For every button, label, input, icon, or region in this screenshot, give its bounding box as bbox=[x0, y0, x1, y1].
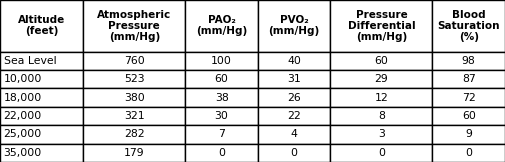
Bar bbox=[185, 52, 258, 70]
Bar bbox=[185, 144, 258, 162]
Bar bbox=[258, 107, 330, 125]
Bar bbox=[185, 125, 258, 144]
Text: 0: 0 bbox=[291, 148, 297, 158]
Text: 35,000: 35,000 bbox=[4, 148, 42, 158]
Text: 60: 60 bbox=[215, 74, 229, 84]
Text: 0: 0 bbox=[378, 148, 385, 158]
Bar bbox=[258, 144, 330, 162]
Bar bbox=[432, 125, 505, 144]
Text: 4: 4 bbox=[291, 129, 297, 139]
Bar bbox=[83, 144, 185, 162]
Bar bbox=[0, 125, 83, 144]
Bar bbox=[432, 107, 505, 125]
Bar bbox=[432, 0, 505, 52]
Text: PVO₂
(mm/Hg): PVO₂ (mm/Hg) bbox=[269, 15, 320, 36]
Bar bbox=[330, 52, 432, 70]
Text: PAO₂
(mm/Hg): PAO₂ (mm/Hg) bbox=[196, 15, 247, 36]
Text: 60: 60 bbox=[375, 56, 388, 66]
Bar bbox=[83, 125, 185, 144]
Text: 3: 3 bbox=[378, 129, 385, 139]
Bar bbox=[432, 88, 505, 107]
Text: 12: 12 bbox=[375, 93, 388, 103]
Text: 100: 100 bbox=[211, 56, 232, 66]
Text: 282: 282 bbox=[124, 129, 144, 139]
Text: 7: 7 bbox=[218, 129, 225, 139]
Text: 523: 523 bbox=[124, 74, 144, 84]
Text: 72: 72 bbox=[462, 93, 476, 103]
Bar bbox=[0, 144, 83, 162]
Bar bbox=[432, 70, 505, 88]
Bar bbox=[185, 0, 258, 52]
Text: 18,000: 18,000 bbox=[4, 93, 42, 103]
Text: 60: 60 bbox=[462, 111, 476, 121]
Bar bbox=[432, 52, 505, 70]
Text: 9: 9 bbox=[465, 129, 472, 139]
Bar bbox=[185, 107, 258, 125]
Bar bbox=[330, 70, 432, 88]
Text: Blood
Saturation
(%): Blood Saturation (%) bbox=[437, 10, 500, 42]
Bar bbox=[0, 70, 83, 88]
Bar bbox=[185, 70, 258, 88]
Bar bbox=[258, 70, 330, 88]
Text: 22: 22 bbox=[287, 111, 301, 121]
Text: Altitude
(feet): Altitude (feet) bbox=[18, 15, 65, 36]
Bar bbox=[258, 125, 330, 144]
Bar bbox=[330, 107, 432, 125]
Text: 26: 26 bbox=[287, 93, 301, 103]
Bar bbox=[258, 88, 330, 107]
Bar bbox=[0, 0, 83, 52]
Text: 8: 8 bbox=[378, 111, 385, 121]
Bar bbox=[258, 52, 330, 70]
Bar bbox=[330, 144, 432, 162]
Text: Pressure
Differential
(mm/Hg): Pressure Differential (mm/Hg) bbox=[347, 10, 415, 42]
Text: Atmospheric
Pressure
(mm/Hg): Atmospheric Pressure (mm/Hg) bbox=[97, 10, 171, 42]
Text: 0: 0 bbox=[218, 148, 225, 158]
Bar bbox=[330, 125, 432, 144]
Bar bbox=[330, 88, 432, 107]
Text: Sea Level: Sea Level bbox=[4, 56, 56, 66]
Bar bbox=[432, 144, 505, 162]
Bar bbox=[185, 88, 258, 107]
Text: 29: 29 bbox=[375, 74, 388, 84]
Text: 30: 30 bbox=[215, 111, 229, 121]
Bar bbox=[0, 52, 83, 70]
Bar bbox=[83, 70, 185, 88]
Bar bbox=[83, 107, 185, 125]
Text: 31: 31 bbox=[287, 74, 301, 84]
Text: 0: 0 bbox=[465, 148, 472, 158]
Text: 87: 87 bbox=[462, 74, 476, 84]
Bar bbox=[83, 0, 185, 52]
Text: 380: 380 bbox=[124, 93, 145, 103]
Bar bbox=[83, 52, 185, 70]
Bar bbox=[83, 88, 185, 107]
Bar bbox=[0, 88, 83, 107]
Text: 98: 98 bbox=[462, 56, 476, 66]
Text: 10,000: 10,000 bbox=[4, 74, 42, 84]
Bar bbox=[330, 0, 432, 52]
Text: 321: 321 bbox=[124, 111, 144, 121]
Text: 38: 38 bbox=[215, 93, 228, 103]
Text: 40: 40 bbox=[287, 56, 301, 66]
Text: 760: 760 bbox=[124, 56, 145, 66]
Bar bbox=[258, 0, 330, 52]
Text: 179: 179 bbox=[124, 148, 144, 158]
Bar bbox=[0, 107, 83, 125]
Text: 25,000: 25,000 bbox=[4, 129, 42, 139]
Text: 22,000: 22,000 bbox=[4, 111, 42, 121]
